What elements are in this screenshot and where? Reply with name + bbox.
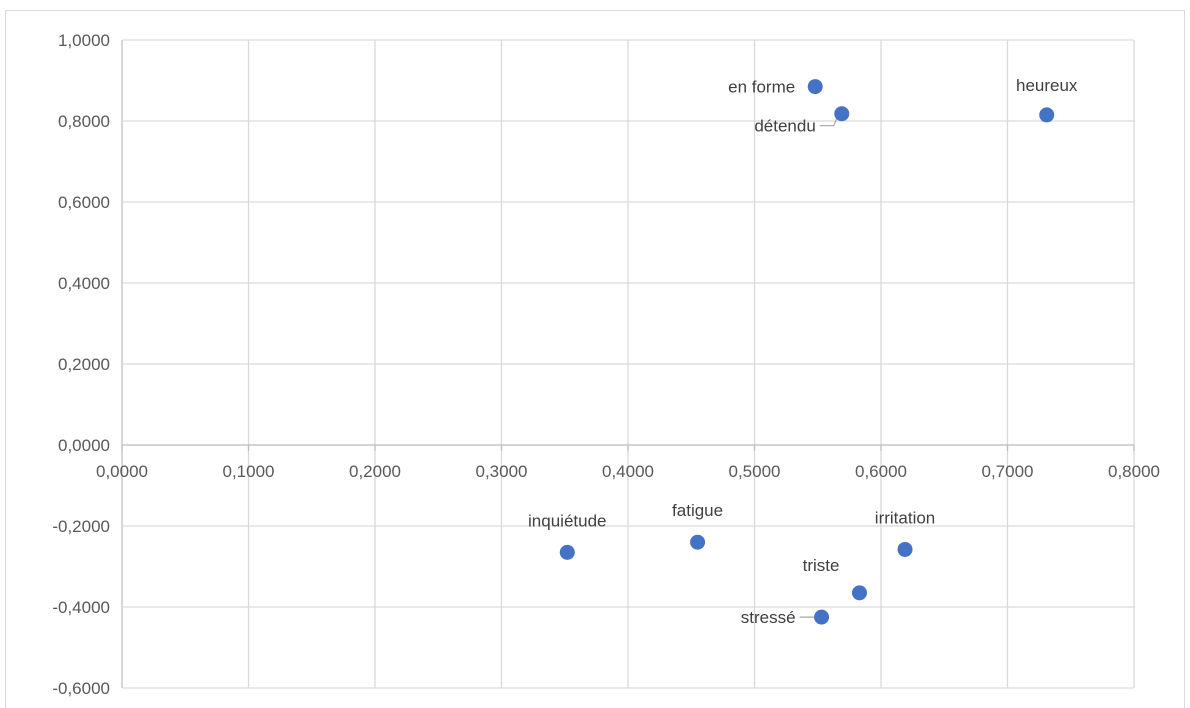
y-tick-label: 1,0000	[58, 31, 110, 50]
y-tick-label: -0,6000	[52, 679, 110, 698]
data-label: fatigue	[672, 501, 723, 520]
data-label: en forme	[728, 78, 795, 97]
data-label: détendu	[754, 117, 815, 136]
x-tick-label: 0,2000	[349, 462, 401, 481]
data-label: heureux	[1016, 76, 1078, 95]
x-tick-label: 0,6000	[855, 462, 907, 481]
x-tick-label: 0,1000	[223, 462, 275, 481]
grid-layer	[121, 39, 1135, 689]
x-tick-label: 0,3000	[476, 462, 528, 481]
y-tick-label: 0,6000	[58, 193, 110, 212]
data-points	[559, 79, 1055, 625]
y-tick-label: 0,8000	[58, 112, 110, 131]
data-label: triste	[803, 556, 840, 575]
chart-frame	[5, 10, 1185, 708]
y-tick-label: 0,0000	[58, 436, 110, 455]
data-point	[851, 585, 867, 601]
y-tick-label: -0,4000	[52, 598, 110, 617]
y-tick-label: 0,2000	[58, 355, 110, 374]
x-tick-label: 0,7000	[982, 462, 1034, 481]
label-leader-line	[819, 115, 839, 127]
x-tick-label: 0,8000	[1108, 462, 1160, 481]
x-tick-label: 0,4000	[602, 462, 654, 481]
data-point	[814, 609, 830, 625]
data-label: inquiétude	[528, 511, 606, 530]
x-tick-label: 0,5000	[729, 462, 781, 481]
data-label: irritation	[875, 508, 935, 527]
data-point	[559, 544, 575, 560]
data-point	[807, 79, 823, 95]
y-tick-label: -0,2000	[52, 517, 110, 536]
y-tick-labels: 1,0000 0,8000 0,6000 0,4000 0,2000 0,0000 -0,2…	[52, 31, 110, 698]
data-point	[1039, 107, 1055, 123]
data-label: stressé	[741, 608, 796, 627]
leader-lines	[799, 115, 839, 620]
data-point	[897, 541, 913, 557]
x-tick-label: 0,0000	[96, 462, 148, 481]
data-labels: en forme détendu heureux inquiétude fatigue i…	[528, 76, 1078, 627]
x-tick-labels: 0,0000 0,1000 0,2000 0,3000 0,4000 0,5000 0,60…	[96, 462, 1160, 481]
data-point	[834, 106, 850, 122]
y-tick-label: 0,4000	[58, 274, 110, 293]
axis-layer	[121, 444, 1135, 451]
data-point	[690, 534, 706, 550]
